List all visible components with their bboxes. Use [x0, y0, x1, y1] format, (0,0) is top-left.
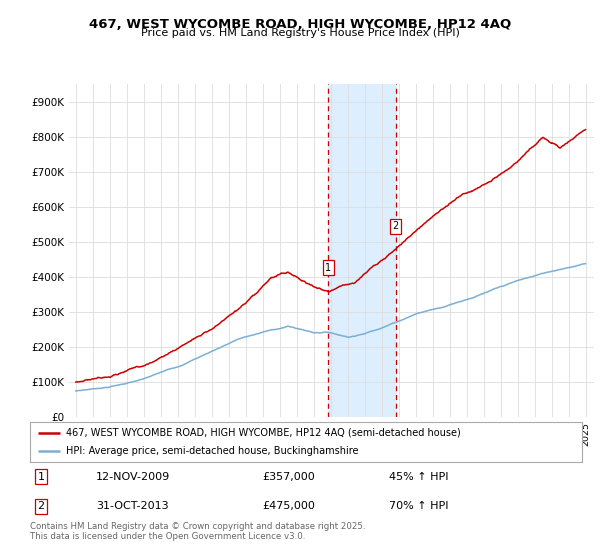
Text: 45% ↑ HPI: 45% ↑ HPI	[389, 472, 448, 482]
Text: 1: 1	[38, 472, 44, 482]
Text: 1: 1	[325, 263, 332, 273]
Text: Price paid vs. HM Land Registry's House Price Index (HPI): Price paid vs. HM Land Registry's House …	[140, 28, 460, 38]
Text: 31-OCT-2013: 31-OCT-2013	[96, 501, 169, 511]
Text: 467, WEST WYCOMBE ROAD, HIGH WYCOMBE, HP12 4AQ (semi-detached house): 467, WEST WYCOMBE ROAD, HIGH WYCOMBE, HP…	[66, 428, 461, 437]
Text: 12-NOV-2009: 12-NOV-2009	[96, 472, 170, 482]
Text: 467, WEST WYCOMBE ROAD, HIGH WYCOMBE, HP12 4AQ: 467, WEST WYCOMBE ROAD, HIGH WYCOMBE, HP…	[89, 18, 511, 31]
Text: £357,000: £357,000	[262, 472, 314, 482]
Bar	[328, 84, 396, 417]
Text: 70% ↑ HPI: 70% ↑ HPI	[389, 501, 448, 511]
Text: 2: 2	[37, 501, 44, 511]
Text: 2: 2	[392, 221, 399, 231]
Text: £475,000: £475,000	[262, 501, 315, 511]
Text: HPI: Average price, semi-detached house, Buckinghamshire: HPI: Average price, semi-detached house,…	[66, 446, 358, 456]
Text: Contains HM Land Registry data © Crown copyright and database right 2025.
This d: Contains HM Land Registry data © Crown c…	[30, 522, 365, 542]
